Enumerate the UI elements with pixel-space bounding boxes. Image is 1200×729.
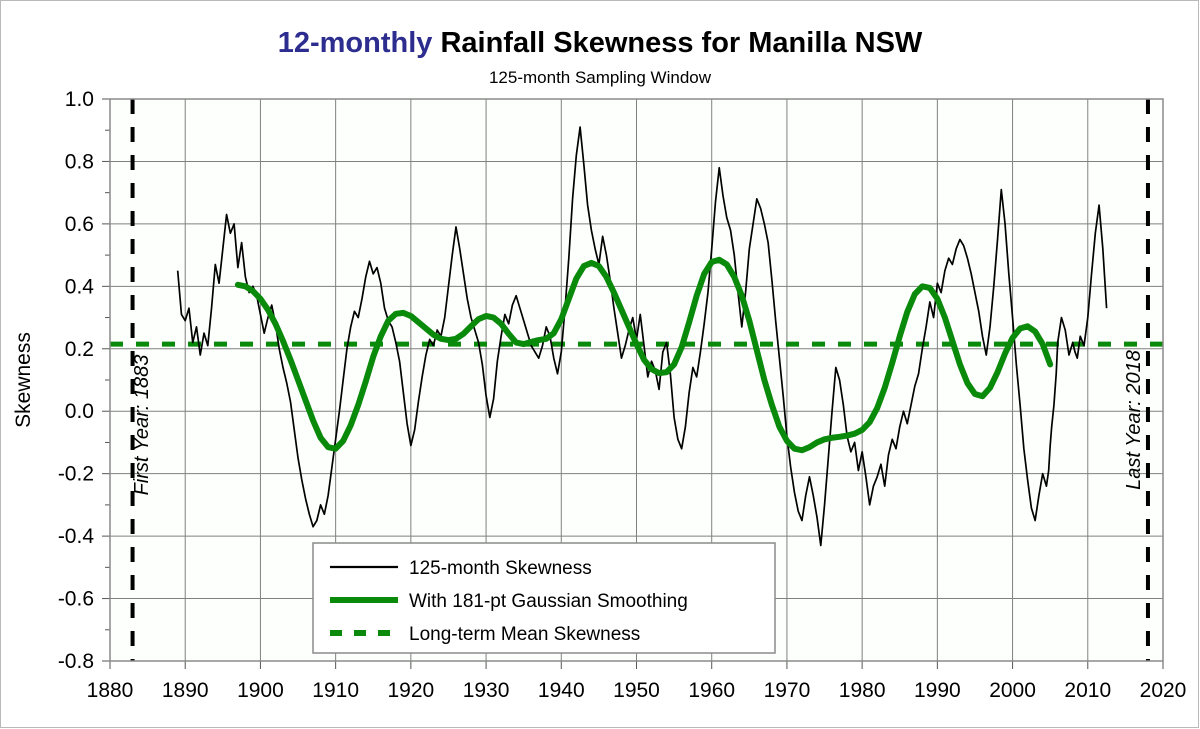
chart-subtitle: 125-month Sampling Window xyxy=(489,68,712,87)
y-axis-tick-labels: 1.0 0.8 0.6 0.4 0.2 0.0 -0.2 -0.4 -0.6 -0.8 xyxy=(58,88,95,673)
x-tick-label: 1880 xyxy=(87,679,134,702)
y-axis-title: Skewness xyxy=(12,332,35,428)
x-tick-label: 1970 xyxy=(764,679,811,702)
legend-item[interactable]: Long-term Mean Skewness xyxy=(330,624,640,645)
first-year-annotation: First Year: 1883 xyxy=(131,355,153,496)
y-tick-label: 0.2 xyxy=(65,338,94,361)
legend-item[interactable]: 125-month Skewness xyxy=(330,558,592,579)
series-gaussian-smoothing xyxy=(234,256,1054,454)
legend-label: 125-month Skewness xyxy=(409,558,592,579)
chart-title: 12-monthly Rainfall Skewness for Manilla… xyxy=(278,27,923,59)
x-tick-label: 2010 xyxy=(1064,679,1111,702)
legend-label: Long-term Mean Skewness xyxy=(409,624,640,645)
x-tick-label: 1940 xyxy=(538,679,585,702)
plot-frame xyxy=(109,98,1164,662)
svg-text:12-monthly Rainfall Skewness f: 12-monthly Rainfall Skewness for Manilla… xyxy=(278,27,923,59)
x-tick-label: 2020 xyxy=(1140,679,1187,702)
y-tick-label: -0.2 xyxy=(58,463,94,486)
x-tick-label: 2000 xyxy=(989,679,1036,702)
chart-legend: 125-month Skewness With 181-pt Gaussian S… xyxy=(312,542,776,654)
y-tick-label: 1.0 xyxy=(65,88,94,111)
y-tick-label: 0.4 xyxy=(65,275,95,298)
x-tick-label: 1950 xyxy=(613,679,660,702)
title-highlight: 12-monthly xyxy=(278,27,433,59)
y-tick-label: -0.6 xyxy=(58,588,94,611)
x-tick-label: 1990 xyxy=(914,679,961,702)
x-tick-label: 1930 xyxy=(463,679,510,702)
x-tick-label: 1980 xyxy=(839,679,886,702)
y-tick-label: 0.0 xyxy=(65,400,94,423)
x-tick-label: 1890 xyxy=(162,679,209,702)
y-tick-label: -0.8 xyxy=(58,650,94,673)
x-tick-label: 1920 xyxy=(387,679,434,702)
y-tick-label: 0.6 xyxy=(65,213,94,236)
axis-ticks xyxy=(102,98,1164,669)
x-tick-label: 1910 xyxy=(312,679,359,702)
x-tick-label: 1960 xyxy=(688,679,735,702)
legend-item[interactable]: With 181-pt Gaussian Smoothing xyxy=(330,591,688,612)
x-axis-tick-labels: 1880 1890 1900 1910 1920 1930 1940 1950 1960 1970… xyxy=(87,679,1187,702)
x-tick-label: 1900 xyxy=(237,679,284,702)
title-rest: Rainfall Skewness for Manilla NSW xyxy=(432,27,923,59)
legend-label: With 181-pt Gaussian Smoothing xyxy=(409,591,688,612)
last-year-annotation: Last Year: 2018 xyxy=(1123,350,1145,490)
y-tick-label: 0.8 xyxy=(65,150,94,173)
y-tick-label: -0.4 xyxy=(58,525,95,548)
